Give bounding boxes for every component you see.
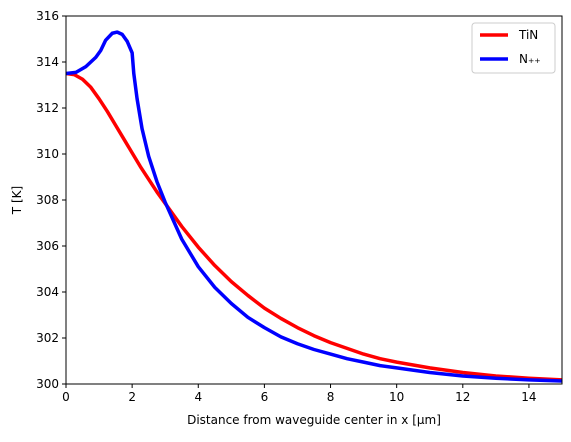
x-tick-label: 6 <box>261 390 269 404</box>
y-axis-label: T [K] <box>10 186 24 215</box>
y-tick-label: 300 <box>36 377 59 391</box>
y-tick-label: 302 <box>36 331 59 345</box>
x-tick-label: 2 <box>128 390 136 404</box>
x-tick-label: 12 <box>455 390 470 404</box>
y-tick-label: 304 <box>36 285 59 299</box>
x-tick-label: 4 <box>194 390 202 404</box>
x-axis-label: Distance from waveguide center in x [µm] <box>187 413 441 427</box>
legend: TiN N₊₊ <box>471 22 556 74</box>
y-tick-label: 306 <box>36 239 59 253</box>
x-tick-label: 0 <box>62 390 70 404</box>
series-line-npp <box>66 30 562 383</box>
legend-label-tin: TiN <box>518 28 538 42</box>
y-tick-label: 310 <box>36 147 59 161</box>
x-tick-label: 14 <box>521 390 536 404</box>
legend-box <box>471 22 556 74</box>
y-tick-label: 316 <box>36 9 59 23</box>
y-tick-label: 308 <box>36 193 59 207</box>
y-tick-label: 314 <box>36 55 59 69</box>
y-axis-ticks: 300 302 304 306 308 310 312 314 316 <box>36 9 66 391</box>
series-line-tin <box>66 71 562 382</box>
x-tick-label: 8 <box>327 390 335 404</box>
x-axis-ticks: 0 2 4 6 8 10 12 14 <box>62 384 537 404</box>
legend-label-npp: N₊₊ <box>519 52 541 66</box>
y-tick-label: 312 <box>36 101 59 115</box>
x-tick-label: 10 <box>389 390 404 404</box>
plot-lines <box>66 30 562 383</box>
